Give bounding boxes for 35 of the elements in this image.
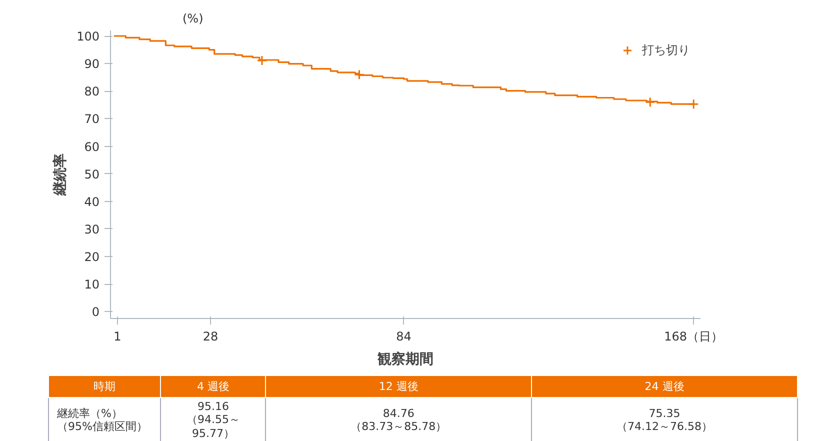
text: 24 週後 — [532, 376, 798, 398]
text: 84.76 — [382, 406, 414, 420]
point — [688, 98, 699, 110]
y-axis-title: 継続率 — [52, 154, 69, 196]
x-tick-label: 84 — [396, 330, 412, 344]
text: 12 週後 — [266, 376, 532, 398]
y-tick-label: 60 — [84, 140, 100, 154]
y-tick-label: 70 — [84, 112, 100, 126]
y-tick-label: 100 — [76, 30, 100, 44]
text: 75.35 — [648, 406, 680, 420]
text: 継続率（%） — [57, 406, 122, 420]
text: 95.16 — [198, 400, 230, 414]
point — [644, 96, 656, 108]
text: 時期 — [48, 376, 161, 398]
text: （74.12～76.58） — [616, 420, 713, 433]
y-tick-label: 90 — [84, 57, 100, 72]
y-tick-label: 10 — [84, 278, 100, 292]
point — [354, 69, 365, 80]
text: （94.55～95.77） — [186, 413, 240, 440]
x-tick-label: 28 — [202, 330, 218, 344]
y-tick-label: 0 — [92, 305, 100, 320]
y-tick-label: 30 — [84, 222, 100, 236]
text: (%) — [182, 12, 204, 26]
x-axis-title: 観察期間 — [376, 350, 434, 368]
y-tick-label: 80 — [84, 84, 100, 99]
x-tick-label: 1 — [114, 330, 122, 344]
y-tick-label: 40 — [84, 194, 100, 209]
point — [256, 55, 268, 66]
x-tick-label: 168（日） — [664, 330, 724, 344]
text: 4 週後 — [160, 376, 266, 398]
legend-label: 打ち切り — [642, 42, 690, 58]
text: （95%信頼区間） — [57, 420, 148, 433]
y-tick-label: 20 — [84, 250, 100, 264]
text: （83.73～85.78） — [350, 420, 447, 433]
y-tick-label: 50 — [84, 167, 100, 182]
